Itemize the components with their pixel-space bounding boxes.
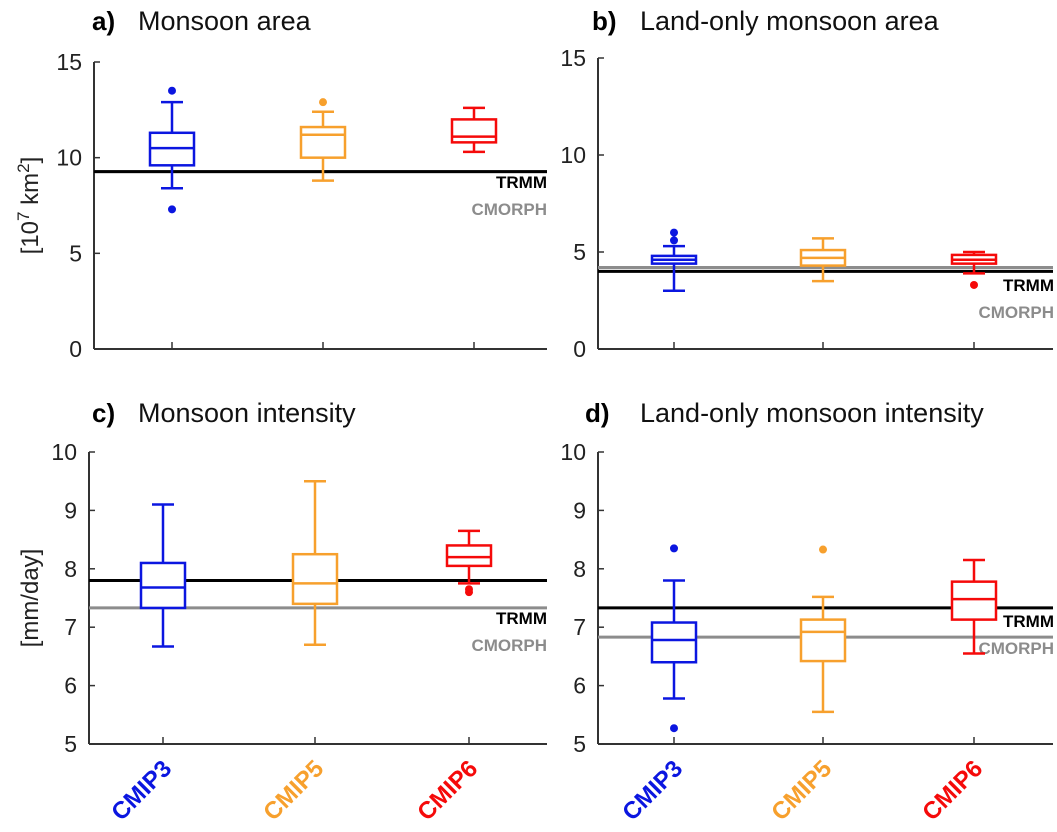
- box-iqr: [450, 118, 498, 144]
- panel-title: Monsoon area: [138, 6, 312, 36]
- reference-label-cmorph: CMORPH: [471, 636, 547, 655]
- box-cmip3: [650, 544, 698, 733]
- y-axis-label: [mm/day]: [17, 549, 44, 648]
- panel-letter: a): [92, 6, 115, 36]
- reference-label-trmm: TRMM: [496, 609, 547, 628]
- reference-label-trmm: TRMM: [1003, 612, 1054, 631]
- box-cmip5: [799, 545, 847, 714]
- reference-label-trmm: TRMM: [1003, 276, 1054, 295]
- category-label-cmip6: CMIP6: [917, 755, 988, 826]
- outlier-point: [670, 236, 678, 245]
- box-iqr: [139, 561, 187, 610]
- y-tick-label: 8: [573, 556, 586, 582]
- y-axis-label: [107 km2]: [14, 157, 44, 255]
- reference-label-trmm: TRMM: [496, 173, 547, 192]
- panel-title: Land-only monsoon area: [640, 6, 940, 36]
- y-tick-label: 10: [560, 439, 586, 465]
- y-tick-label: 5: [69, 240, 82, 266]
- box-cmip6: [950, 250, 998, 289]
- box-iqr: [799, 618, 847, 663]
- y-tick-label: 7: [573, 614, 586, 640]
- outlier-point: [970, 280, 978, 289]
- outlier-point: [319, 98, 327, 107]
- y-tick-label: 15: [560, 45, 586, 71]
- panel-title: Monsoon intensity: [138, 398, 356, 428]
- panel-d: d) Land-only monsoon intensity 5 6 7 8 9 10 TRMM…: [560, 398, 1054, 826]
- y-tick-label: 8: [64, 556, 77, 582]
- outlier-point: [670, 724, 678, 733]
- category-label-cmip6: CMIP6: [412, 755, 483, 826]
- box-iqr: [950, 580, 998, 621]
- y-tick-label: 10: [51, 439, 77, 465]
- box-cmip5: [799, 237, 847, 283]
- y-tick-label: 5: [573, 731, 586, 757]
- y-tick-label: 6: [573, 673, 586, 699]
- panel-letter: b): [592, 6, 617, 36]
- category-label-cmip3: CMIP3: [106, 755, 177, 826]
- outlier-point: [168, 205, 176, 214]
- box-iqr: [291, 552, 339, 606]
- y-tick-label: 5: [64, 731, 77, 757]
- category-label-cmip3: CMIP3: [617, 755, 688, 826]
- reference-label-cmorph: CMORPH: [978, 639, 1054, 658]
- box-iqr: [650, 621, 698, 664]
- y-tick-label: 0: [69, 336, 82, 362]
- y-tick-label: 9: [64, 497, 77, 523]
- box-cmip6: [450, 106, 498, 154]
- box-cmip6: [950, 558, 998, 655]
- y-tick-label: 6: [64, 673, 77, 699]
- box-cmip3: [139, 503, 187, 648]
- panel-c: c) Monsoon intensity 5 6 7 8 9 10 [mm/day] TRMM CM…: [17, 398, 547, 826]
- y-tick-label: 5: [573, 239, 586, 265]
- box-cmip3: [650, 228, 698, 293]
- panel-a: a) Monsoon area 0 5 10 15 [107 km2] TRMM CMORPH: [14, 6, 547, 362]
- y-tick-label: 9: [573, 497, 586, 523]
- box-iqr: [445, 544, 493, 568]
- reference-label-cmorph: CMORPH: [978, 303, 1054, 322]
- category-label-cmip5: CMIP5: [258, 755, 329, 826]
- category-label-cmip5: CMIP5: [766, 755, 837, 826]
- y-tick-label: 15: [56, 49, 82, 75]
- outlier-point: [168, 86, 176, 95]
- reference-label-cmorph: CMORPH: [471, 200, 547, 219]
- panel-b: b) Land-only monsoon area 0 5 10 15 TRMM CMORPH: [560, 6, 1054, 362]
- box-cmip5: [291, 479, 339, 646]
- box-iqr: [299, 125, 347, 159]
- panel-letter: c): [92, 398, 115, 428]
- y-tick-label: 10: [560, 142, 586, 168]
- y-tick-label: 7: [64, 614, 77, 640]
- y-tick-label: 0: [573, 336, 586, 362]
- box-cmip5: [299, 98, 347, 182]
- outlier-point: [465, 588, 473, 597]
- outlier-point: [819, 545, 827, 554]
- box-cmip6: [445, 529, 493, 597]
- box-cmip3: [148, 86, 196, 214]
- outlier-point: [670, 228, 678, 237]
- panel-letter: d): [585, 398, 610, 428]
- panel-title: Land-only monsoon intensity: [640, 398, 984, 428]
- y-tick-label: 10: [56, 145, 82, 171]
- outlier-point: [670, 544, 678, 553]
